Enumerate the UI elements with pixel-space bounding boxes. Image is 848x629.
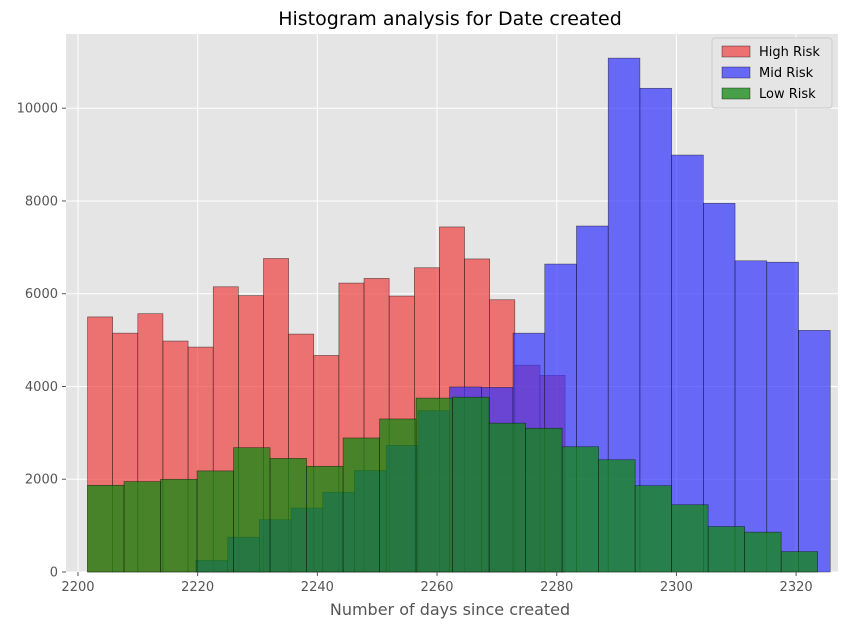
x-tick-label: 2300 <box>660 580 693 595</box>
x-tick-label: 2200 <box>61 580 94 595</box>
histogram-bar <box>160 478 198 573</box>
histogram-bar <box>269 458 307 573</box>
histogram-bar <box>452 396 490 573</box>
histogram-bar <box>415 397 453 573</box>
x-tick-label: 2320 <box>780 580 813 595</box>
histogram-bars <box>87 57 831 573</box>
y-tick-label: 2000 <box>25 473 58 488</box>
histogram-bar <box>379 418 417 573</box>
x-tick-label: 2280 <box>540 580 573 595</box>
histogram-bar <box>233 447 271 573</box>
y-tick-label: 0 <box>50 566 58 581</box>
histogram-bar <box>707 526 745 573</box>
legend-label: Mid Risk <box>759 66 814 81</box>
y-tick-label: 10000 <box>17 102 58 117</box>
histogram-bar <box>671 154 704 573</box>
x-axis-ticks: 2200 2220 2240 2260 2280 2300 2320 <box>61 572 813 595</box>
histogram-bar <box>561 446 599 573</box>
histogram-bar <box>525 427 563 573</box>
x-tick-label: 2260 <box>420 580 453 595</box>
legend: High Risk Mid Risk Low Risk <box>711 37 833 109</box>
histogram-bar <box>671 504 709 573</box>
histogram-bar <box>744 531 782 573</box>
x-axis-label: Number of days since created <box>330 600 570 619</box>
histogram-bar <box>123 481 161 573</box>
histogram-bar <box>87 484 125 573</box>
histogram-bar <box>196 470 234 573</box>
legend-swatch <box>721 45 751 58</box>
y-tick-label: 6000 <box>25 287 58 302</box>
y-tick-label: 4000 <box>25 380 58 395</box>
histogram-bar <box>734 260 768 573</box>
legend-swatch <box>721 87 751 100</box>
histogram-bar <box>780 551 818 573</box>
y-axis-ticks: 0 2000 4000 6000 8000 10000 <box>17 102 66 581</box>
histogram-bar <box>766 261 799 573</box>
legend-swatch <box>721 66 751 79</box>
series-low-risk <box>87 396 818 573</box>
x-tick-label: 2240 <box>301 580 334 595</box>
histogram-bar <box>798 330 831 573</box>
histogram-bar <box>598 459 636 573</box>
histogram-bar <box>342 437 380 573</box>
chart-title: Histogram analysis for Date created <box>278 8 622 30</box>
legend-label: High Risk <box>759 45 820 60</box>
histogram-bar <box>634 485 672 573</box>
histogram-bar <box>306 465 344 573</box>
legend-label: Low Risk <box>759 87 816 102</box>
y-tick-label: 8000 <box>25 194 58 209</box>
histogram-bar <box>488 422 526 573</box>
x-tick-label: 2220 <box>181 580 214 595</box>
